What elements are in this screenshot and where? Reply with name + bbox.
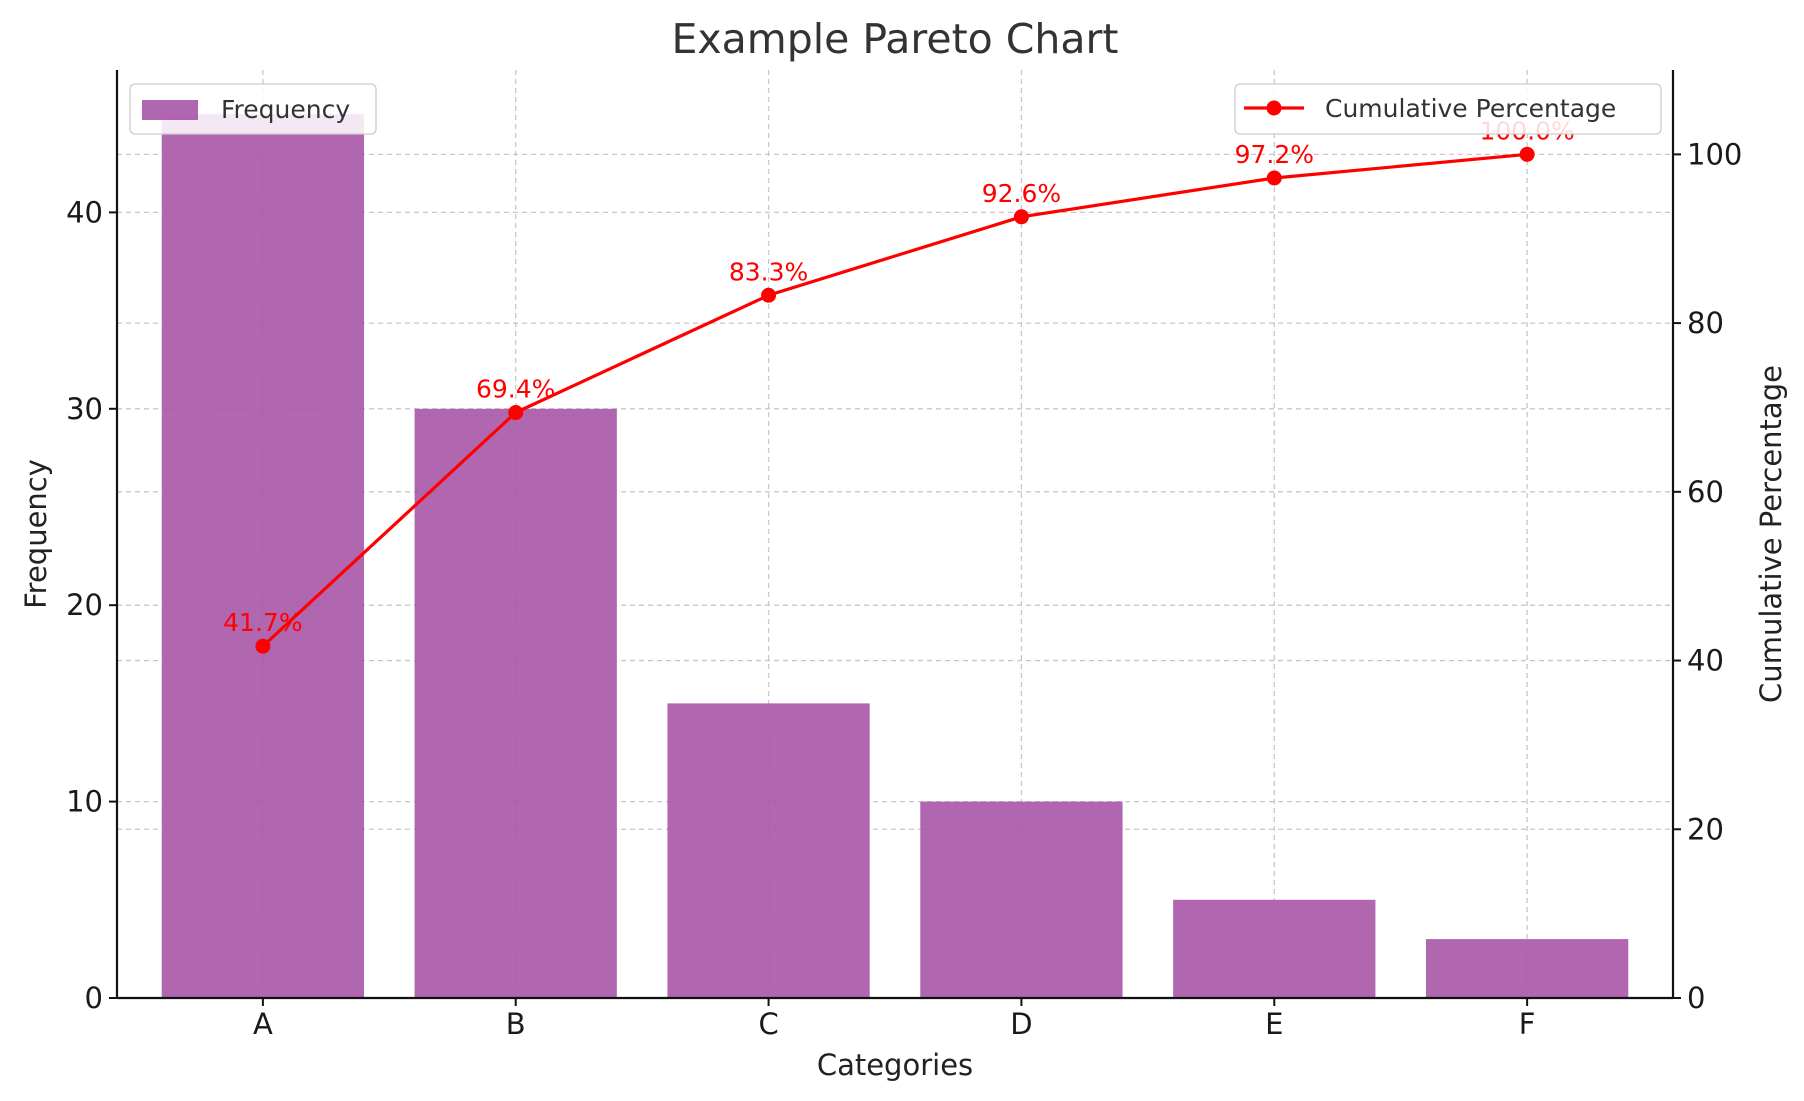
y2-tick-label: 20 <box>1687 812 1724 846</box>
y2-tick-label: 100 <box>1687 137 1742 171</box>
chart-title: Example Pareto Chart <box>672 15 1119 63</box>
axes: 0 10 20 30 40 0 20 40 60 80 100 A B C D E F <box>66 70 1742 1041</box>
cumulative-point-c <box>761 287 777 303</box>
cumulative-point-a <box>255 638 271 654</box>
bar-e <box>1173 899 1376 998</box>
cumulative-line <box>261 152 1528 648</box>
y2-tick-label: 0 <box>1687 981 1705 1015</box>
x-tick-label-a: A <box>253 1007 273 1041</box>
y-axis-label: Frequency <box>19 459 53 609</box>
y2-tick-label: 60 <box>1687 475 1724 509</box>
legend-cumulative-marker <box>1266 100 1282 116</box>
bar-d <box>920 801 1123 998</box>
cumulative-point-e <box>1266 170 1282 186</box>
cumulative-label-b: 69.4% <box>476 375 555 404</box>
x-axis-label: Categories <box>817 1048 973 1082</box>
cumulative-label-a: 41.7% <box>223 608 302 637</box>
cumulative-label-d: 92.6% <box>982 179 1061 208</box>
bars <box>161 114 1629 998</box>
legends: Frequency Cumulative Percentage <box>129 83 1662 135</box>
y2-tick-label: 80 <box>1687 306 1724 340</box>
legend-cumulative-box <box>1234 83 1662 135</box>
x-tick-label-d: D <box>1010 1007 1032 1041</box>
legend-frequency: Frequency <box>129 83 377 135</box>
legend-frequency-label: Frequency <box>221 95 350 124</box>
bar-b <box>414 408 617 998</box>
bar-a <box>161 114 365 998</box>
legend-cumulative: Cumulative Percentage <box>1234 83 1662 135</box>
x-tick-label-b: B <box>506 1007 526 1041</box>
x-tick-label-f: F <box>1519 1007 1536 1041</box>
y-tick-label: 30 <box>66 392 103 426</box>
chart-text: Example Pareto Chart Categories Frequenc… <box>19 15 1788 1082</box>
legend-frequency-box <box>129 83 377 135</box>
cumulative-label-e: 97.2% <box>1235 140 1314 169</box>
y-tick-label: 0 <box>85 981 103 1015</box>
bar-f <box>1425 939 1629 998</box>
cumulative-point-f <box>1519 146 1535 162</box>
x-tick-label-c: C <box>758 1007 778 1041</box>
legend-cumulative-label: Cumulative Percentage <box>1325 94 1616 123</box>
y-tick-label: 20 <box>66 588 103 622</box>
y2-tick-label: 40 <box>1687 644 1724 678</box>
x-tick-label-e: E <box>1265 1007 1283 1041</box>
legend-frequency-swatch <box>142 100 198 120</box>
cumulative-label-c: 83.3% <box>729 257 808 286</box>
bar-c <box>667 703 870 998</box>
y-tick-label: 10 <box>66 785 103 819</box>
y-tick-label: 40 <box>66 195 103 229</box>
y2-axis-label: Cumulative Percentage <box>1754 365 1788 703</box>
cumulative-point-d <box>1013 209 1029 225</box>
cumulative-point-b <box>508 405 524 421</box>
